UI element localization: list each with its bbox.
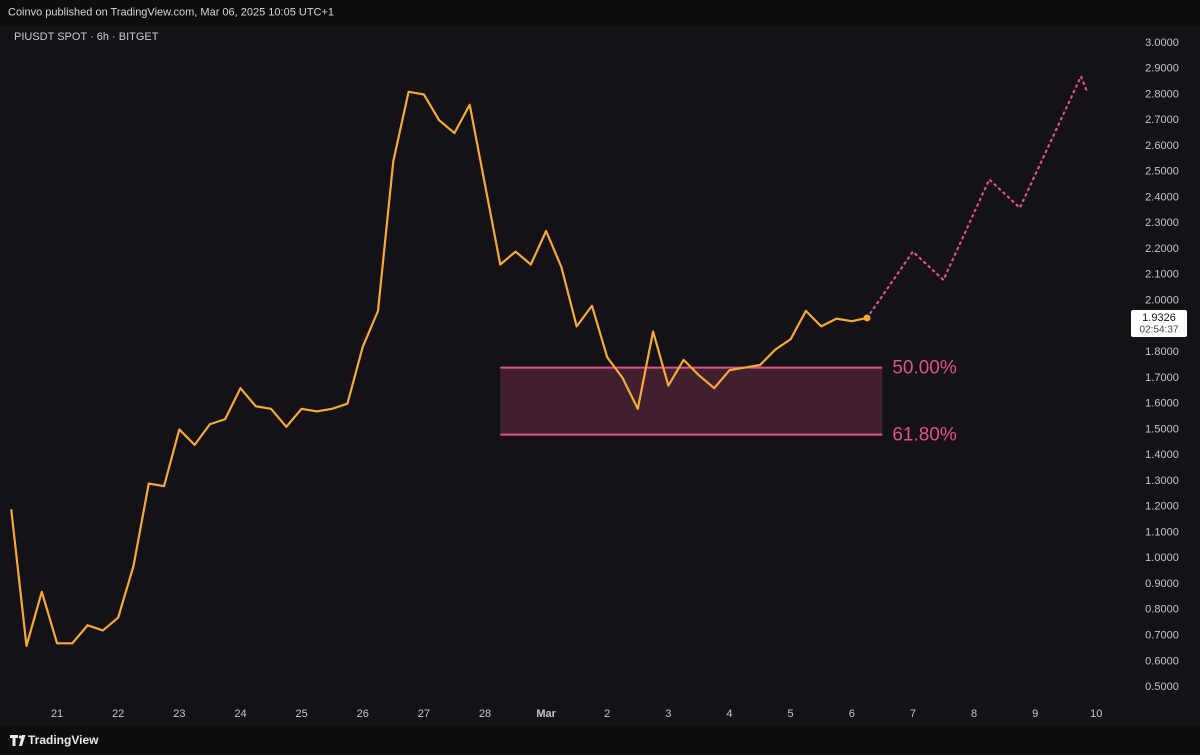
y-tick-label: 0.7000	[1145, 629, 1179, 641]
y-tick-label: 3.0000	[1145, 37, 1179, 49]
x-tick-label: 4	[726, 708, 732, 720]
y-tick-label: 2.8000	[1145, 88, 1179, 100]
footer-bar	[0, 726, 1200, 755]
brand-logo	[10, 735, 26, 746]
x-tick-label: 27	[418, 708, 430, 720]
publish-info: Coinvo published on TradingView.com, Mar…	[8, 6, 334, 18]
x-tick-label: 7	[910, 708, 916, 720]
y-tick-label: 1.6000	[1145, 398, 1179, 410]
x-tick-label: 5	[788, 708, 794, 720]
y-tick-label: 2.4000	[1145, 191, 1179, 203]
y-tick-label: 0.8000	[1145, 604, 1179, 616]
y-tick-label: 1.8000	[1145, 346, 1179, 358]
brand-name[interactable]: TradingView	[28, 733, 99, 747]
x-tick-label: 9	[1032, 708, 1038, 720]
x-tick-label: 8	[971, 708, 977, 720]
price-tag	[1131, 309, 1187, 337]
y-tick-label: 1.0000	[1145, 552, 1179, 564]
y-tick-label: 1.7000	[1145, 372, 1179, 384]
projection-line	[865, 75, 1089, 320]
y-tick-label: 2.2000	[1145, 243, 1179, 255]
x-tick-label: 24	[234, 708, 246, 720]
y-tick-label: 1.3000	[1145, 475, 1179, 487]
y-tick-label: 0.6000	[1145, 655, 1179, 667]
chart-title: PIUSDT SPOT · 6h · BITGET	[14, 31, 159, 43]
y-tick-label: 2.0000	[1145, 294, 1179, 306]
top-bar	[0, 0, 1200, 25]
x-tick-label: 25	[295, 708, 307, 720]
y-tick-label: 2.1000	[1145, 269, 1179, 281]
y-tick-label: 1.4000	[1145, 449, 1179, 461]
price-tag-countdown: 02:54:37	[1140, 325, 1179, 336]
y-tick-label: 0.9000	[1145, 578, 1179, 590]
fib-zone	[500, 367, 883, 435]
x-tick-label: 26	[357, 708, 369, 720]
x-tick-label: 6	[849, 708, 855, 720]
x-tick-label: 22	[112, 708, 124, 720]
y-tick-label: 2.5000	[1145, 166, 1179, 178]
x-tick-label: 10	[1090, 708, 1102, 720]
y-tick-label: 2.9000	[1145, 63, 1179, 75]
y-tick-label: 1.1000	[1145, 526, 1179, 538]
y-tick-label: 2.6000	[1145, 140, 1179, 152]
fib-label: 50.00%	[892, 358, 957, 379]
y-tick-label: 0.5000	[1145, 681, 1179, 693]
x-tick-label: Mar	[536, 708, 556, 720]
fib-label: 61.80%	[892, 425, 957, 446]
y-tick-label: 1.5000	[1145, 423, 1179, 435]
y-tick-label: 2.3000	[1145, 217, 1179, 229]
x-tick-label: 28	[479, 708, 491, 720]
x-tick-label: 21	[51, 708, 63, 720]
x-tick-label: 3	[665, 708, 671, 720]
y-tick-label: 2.7000	[1145, 114, 1179, 126]
y-tick-label: 1.2000	[1145, 501, 1179, 513]
last-point	[863, 314, 871, 322]
price-line	[10, 90, 868, 647]
price-tag-value: 1.9326	[1142, 312, 1176, 324]
x-tick-label: 23	[173, 708, 185, 720]
x-tick-label: 2	[604, 708, 610, 720]
